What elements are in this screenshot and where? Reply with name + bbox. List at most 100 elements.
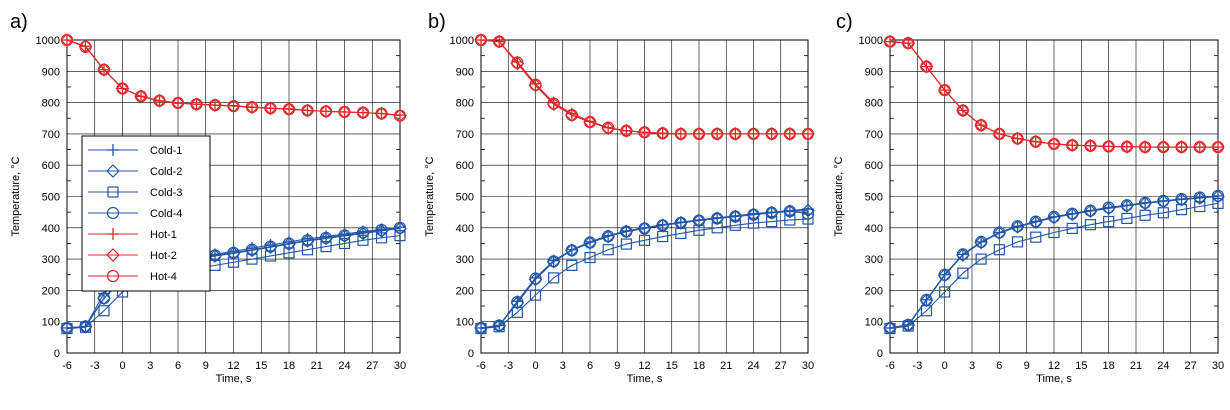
- x-tick-label: 21: [1130, 360, 1142, 372]
- data-point: [1083, 204, 1098, 219]
- data-point: [375, 232, 388, 244]
- data-point: [883, 35, 897, 48]
- data-point: [1157, 194, 1170, 207]
- x-tick-label: 12: [227, 360, 239, 372]
- y-tick-label: 100: [42, 317, 60, 329]
- y-tick-label: 700: [42, 129, 60, 141]
- data-point: [784, 214, 796, 226]
- data-point: [638, 222, 651, 235]
- panel-3: c)-6 -3 0 3 6 9 12 15 18 21 24 27 300100200300400500…: [833, 11, 1225, 385]
- data-point: [282, 237, 296, 250]
- x-tick-label: 18: [1103, 360, 1115, 372]
- legend: Cold-1 Cold-2 Cold-3 Cold-4 Hot-1 Hot-2 Hot-4: [81, 135, 211, 292]
- data-point: [783, 205, 796, 218]
- x-tick-label: -6: [476, 360, 486, 372]
- data-point: [638, 234, 651, 246]
- data-point: [956, 248, 969, 261]
- data-point: [546, 97, 561, 112]
- y-tick-label: 500: [456, 192, 474, 204]
- legend-swatch-marker: [106, 248, 120, 262]
- data-point: [493, 35, 506, 48]
- data-point: [546, 254, 561, 269]
- data-point: [528, 78, 543, 93]
- y-tick-label: 1000: [450, 35, 474, 47]
- x-tick-label: 24: [338, 360, 350, 372]
- y-tick-label: 400: [42, 223, 60, 235]
- data-point: [227, 246, 240, 259]
- series-line: [480, 210, 809, 329]
- panel-label: b): [428, 11, 446, 33]
- legend-swatch-marker: [106, 269, 120, 283]
- y-tick-label: 100: [865, 317, 883, 329]
- x-tick-label: 30: [1212, 360, 1224, 372]
- x-tick-label: 0: [532, 360, 538, 372]
- y-tick-label: 200: [865, 285, 883, 297]
- y-tick-label: 100: [456, 317, 474, 329]
- legend-label: Hot-4: [150, 271, 177, 283]
- legend-label: Cold-4: [150, 208, 182, 220]
- x-tick-label: 9: [614, 360, 620, 372]
- y-tick-label: 900: [42, 66, 60, 78]
- data-point: [1211, 140, 1225, 154]
- data-point: [920, 293, 933, 306]
- data-point: [356, 106, 370, 119]
- data-point: [975, 119, 988, 132]
- data-point: [394, 230, 406, 242]
- y-tick-label: 0: [877, 348, 883, 360]
- series-hot-4: [60, 33, 407, 122]
- data-point: [263, 240, 278, 255]
- data-point: [801, 203, 815, 218]
- y-tick-label: 400: [456, 223, 474, 235]
- data-point: [583, 115, 597, 129]
- data-point: [97, 63, 111, 76]
- data-point: [1194, 200, 1206, 213]
- data-point: [1138, 196, 1152, 211]
- data-point: [60, 321, 74, 335]
- data-point: [528, 272, 543, 287]
- data-point: [620, 225, 633, 238]
- data-point: [511, 56, 524, 69]
- data-point: [1157, 140, 1170, 154]
- data-point: [338, 229, 351, 242]
- data-point: [393, 221, 407, 234]
- data-point: [510, 296, 525, 310]
- x-tick-label: 6: [587, 360, 593, 372]
- data-point: [547, 255, 560, 268]
- data-point: [245, 243, 259, 256]
- data-point: [134, 90, 148, 103]
- data-point: [729, 219, 741, 231]
- data-point: [1066, 207, 1079, 220]
- x-tick-label: 21: [720, 360, 732, 372]
- y-tick-label: 600: [42, 160, 60, 172]
- data-point: [729, 210, 742, 223]
- data-point: [1084, 139, 1097, 152]
- data-point: [264, 102, 277, 115]
- data-point: [301, 104, 314, 117]
- panel-2: b)-6 -3 0 3 6 9 12 15 18 21 24 27 300100200300400500…: [424, 11, 815, 385]
- y-tick-label: 600: [456, 160, 474, 172]
- data-point: [566, 259, 578, 271]
- data-point: [338, 105, 351, 119]
- data-point: [1174, 192, 1189, 207]
- data-point: [1120, 199, 1133, 212]
- x-tick-label: 18: [693, 360, 705, 372]
- data-point: [245, 100, 259, 114]
- y-tick-label: 800: [42, 98, 60, 110]
- x-tick-label: 6: [996, 360, 1002, 372]
- x-axis-label: Time, s: [1036, 373, 1072, 385]
- data-point: [1103, 215, 1115, 228]
- data-point: [920, 60, 933, 73]
- data-point: [692, 214, 706, 227]
- x-tick-label: 27: [1185, 360, 1197, 372]
- data-point: [1011, 236, 1024, 248]
- data-point: [729, 127, 742, 140]
- x-tick-label: 9: [203, 360, 209, 372]
- data-point: [902, 318, 915, 331]
- panel-label: c): [836, 11, 853, 33]
- series-hot-4: [883, 35, 1225, 154]
- legend-label: Cold-3: [150, 187, 182, 199]
- x-axis-label: Time, s: [216, 373, 252, 385]
- y-tick-label: 500: [865, 192, 883, 204]
